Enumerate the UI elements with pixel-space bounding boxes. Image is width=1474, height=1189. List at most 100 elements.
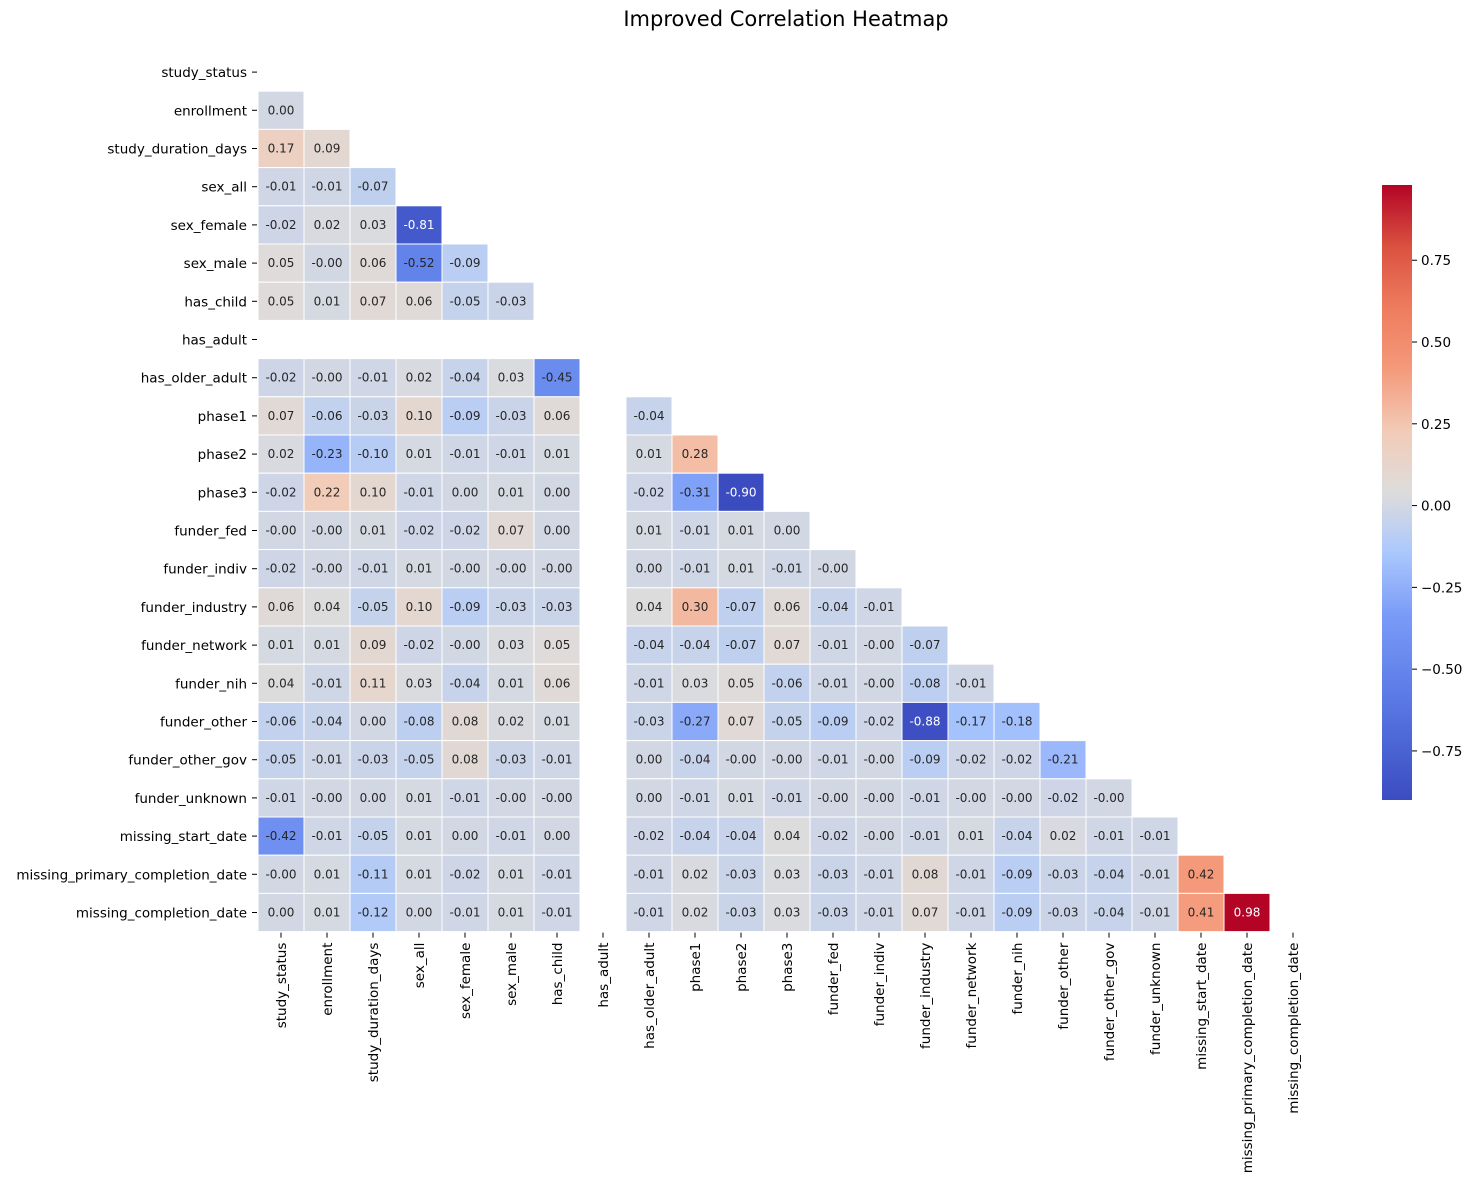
heatmap-cell-funder_industry-phase1 — [671, 587, 719, 627]
cell-value-label: -0.01 — [679, 791, 710, 805]
cell-value-label: 0.02 — [268, 447, 295, 461]
colorbar-tick-label: −0.50 — [1421, 662, 1462, 678]
heatmap-cell-funder_unknown-has_child — [533, 778, 581, 818]
heatmap-cell-funder_network-sex_male — [487, 625, 535, 665]
cell-value-label: -0.00 — [817, 562, 848, 576]
heatmap-cell-funder_fed-sex_all — [395, 510, 443, 551]
cell-value-label: 0.01 — [406, 791, 433, 805]
cell-value-label: 0.01 — [728, 791, 755, 805]
heatmap-cell-funder_network-funder_indiv — [855, 625, 903, 665]
cell-value-label: -0.02 — [1047, 791, 1078, 805]
y-tick-labels: study_status enrollment study_duration_day… — [16, 65, 257, 922]
cell-value-label: -0.00 — [311, 256, 342, 270]
cell-value-label: 0.08 — [912, 867, 939, 881]
heatmap-cell-missing_primary_completion_date-phase1 — [671, 854, 719, 894]
cell-value-label: -0.00 — [955, 791, 986, 805]
cell-value-label: 0.01 — [544, 715, 571, 729]
cell-value-label: -0.01 — [357, 371, 388, 385]
heatmap-cell-funder_other_gov-phase3 — [763, 740, 811, 780]
cell-value-label: -0.88 — [909, 715, 940, 729]
heatmap-cell-funder_other_gov-has_child — [533, 740, 581, 780]
heatmap-cell-funder_other-funder_industry — [901, 701, 949, 742]
y-tick-label-missing_start_date: missing_start_date — [120, 829, 247, 845]
cell-value-label: -0.01 — [541, 906, 572, 920]
cell-value-label: 0.41 — [1188, 906, 1215, 920]
heatmap-cell-funder_industry-sex_female — [441, 587, 489, 627]
cell-value-label: 0.00 — [636, 562, 663, 576]
heatmap-cell-phase2-sex_all — [395, 434, 443, 474]
cell-value-label: 0.09 — [360, 638, 387, 652]
heatmap-cell-funder_indiv-has_child — [533, 549, 581, 589]
cell-value-label: -0.05 — [449, 294, 480, 308]
cell-value-label: 0.01 — [498, 867, 525, 881]
cell-value-label: 0.03 — [774, 906, 801, 920]
heatmap-cell-missing_primary_completion_date-funder_other — [1039, 854, 1087, 894]
heatmap-cell-enrollment-study_status — [257, 90, 305, 130]
cell-value-label: -0.00 — [1093, 791, 1124, 805]
heatmap-cell-funder_nih-funder_network — [947, 663, 995, 703]
heatmap-cell-funder_other-study_status — [257, 701, 305, 742]
heatmap-cell-funder_network-funder_industry — [901, 625, 949, 665]
cell-value-label: 0.01 — [958, 829, 985, 843]
cell-value-label: -0.90 — [725, 485, 756, 499]
cell-value-label: -0.01 — [357, 562, 388, 576]
y-tick-label-funder_network: funder_network — [141, 638, 247, 654]
cell-value-label: 0.07 — [728, 715, 755, 729]
cell-value-label: -0.03 — [495, 409, 526, 423]
cell-value-label: 0.04 — [636, 600, 663, 614]
heatmap-cell-missing_start_date-phase2 — [717, 816, 765, 856]
heatmap-cells: 0.00 0.17 0.09 -0.01 -0.01 -0.07 -0.02 0.02 0.03… — [257, 90, 1271, 933]
x-tick-label-funder_network: funder_network — [964, 942, 980, 1048]
x-tick-label-phase3: phase3 — [780, 943, 796, 992]
heatmap-cell-funder_unknown-study_duration_days — [349, 778, 397, 818]
cell-value-label: -0.04 — [1001, 829, 1032, 843]
cell-value-label: -0.02 — [403, 524, 434, 538]
cell-value-label: 0.10 — [406, 600, 433, 614]
cell-value-label: -0.04 — [725, 829, 756, 843]
cell-value-label: -0.02 — [265, 218, 296, 232]
cell-value-label: 0.00 — [268, 906, 295, 920]
heatmap-cell-missing_primary_completion_date-sex_female — [441, 854, 489, 894]
heatmap-cell-funder_industry-funder_indiv — [855, 587, 903, 627]
cell-value-label: -0.01 — [541, 867, 572, 881]
heatmap-cell-funder_other_gov-enrollment — [303, 740, 351, 780]
heatmap-cell-has_older_adult-sex_male — [487, 358, 535, 398]
y-tick-label-funder_other: funder_other — [160, 715, 247, 731]
heatmap-cell-funder_network-sex_female — [441, 625, 489, 665]
cell-value-label: -0.09 — [449, 256, 480, 270]
heatmap-cell-missing_completion_date-study_status — [257, 892, 305, 933]
heatmap-cell-sex_male-enrollment — [303, 243, 351, 283]
heatmap-cell-funder_unknown-funder_network — [947, 778, 995, 818]
heatmap-cell-funder_industry-sex_male — [487, 587, 535, 627]
y-tick-label-study_duration_days: study_duration_days — [107, 142, 247, 158]
heatmap-cell-study_duration_days-study_status — [257, 128, 305, 169]
x-tick-label-sex_all: sex_all — [412, 943, 428, 989]
heatmap-cell-phase3-sex_all — [395, 472, 443, 512]
cell-value-label: -0.10 — [357, 447, 388, 461]
cell-value-label: -0.01 — [311, 676, 342, 690]
cell-value-label: -0.02 — [1001, 753, 1032, 767]
heatmap-cell-funder_other_gov-funder_fed — [809, 740, 857, 780]
heatmap-cell-has_child-sex_male — [487, 281, 535, 321]
cell-value-label: 0.05 — [728, 676, 755, 690]
heatmap-cell-funder_nih-phase3 — [763, 663, 811, 703]
cell-value-label: -0.03 — [1047, 906, 1078, 920]
cell-value-label: 0.01 — [498, 676, 525, 690]
heatmap-cell-has_child-sex_female — [441, 281, 489, 321]
cell-value-label: -0.04 — [679, 753, 710, 767]
cell-value-label: 0.06 — [774, 600, 801, 614]
heatmap-cell-funder_nih-phase2 — [717, 663, 765, 703]
y-tick-label-sex_female: sex_female — [171, 218, 247, 234]
cell-value-label: 0.10 — [406, 409, 433, 423]
heatmap-cell-phase3-sex_female — [441, 472, 489, 512]
cell-value-label: -0.06 — [265, 715, 296, 729]
cell-value-label: -0.07 — [909, 638, 940, 652]
heatmap-cell-funder_other-funder_nih — [993, 701, 1041, 742]
heatmap-cell-funder_nih-enrollment — [303, 663, 351, 703]
heatmap-cell-funder_other_gov-study_duration_days — [349, 740, 397, 780]
x-tick-label-missing_completion_date: missing_completion_date — [1286, 943, 1302, 1114]
colorbar-tick-label: 0.00 — [1421, 499, 1451, 515]
cell-value-label: -0.04 — [633, 638, 664, 652]
heatmap-cell-funder_network-phase1 — [671, 625, 719, 665]
